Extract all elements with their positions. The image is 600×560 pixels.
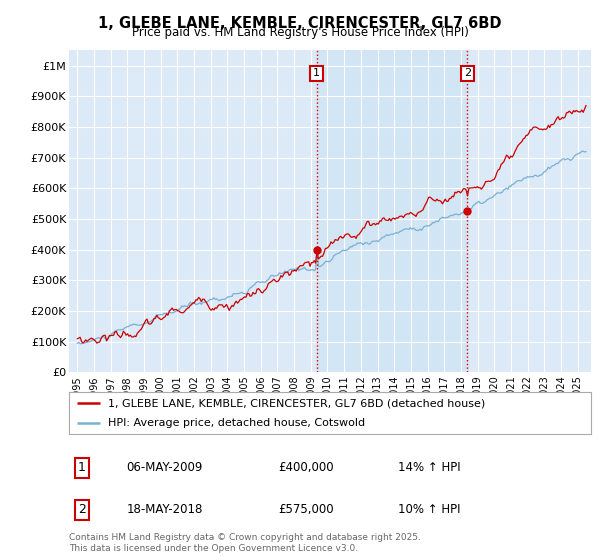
- Text: 10% ↑ HPI: 10% ↑ HPI: [398, 503, 460, 516]
- Text: Contains HM Land Registry data © Crown copyright and database right 2025.
This d: Contains HM Land Registry data © Crown c…: [69, 533, 421, 553]
- Text: 1: 1: [313, 68, 320, 78]
- Text: HPI: Average price, detached house, Cotswold: HPI: Average price, detached house, Cots…: [108, 418, 365, 428]
- Text: 1: 1: [78, 461, 86, 474]
- Text: 06-MAY-2009: 06-MAY-2009: [127, 461, 203, 474]
- Text: £575,000: £575,000: [278, 503, 334, 516]
- Text: 1, GLEBE LANE, KEMBLE, CIRENCESTER, GL7 6BD (detached house): 1, GLEBE LANE, KEMBLE, CIRENCESTER, GL7 …: [108, 398, 485, 408]
- Text: 2: 2: [464, 68, 471, 78]
- Bar: [317, 50, 467, 372]
- Text: 14% ↑ HPI: 14% ↑ HPI: [398, 461, 460, 474]
- Text: £400,000: £400,000: [278, 461, 334, 474]
- Text: 18-MAY-2018: 18-MAY-2018: [127, 503, 203, 516]
- Text: 1, GLEBE LANE, KEMBLE, CIRENCESTER, GL7 6BD: 1, GLEBE LANE, KEMBLE, CIRENCESTER, GL7 …: [98, 16, 502, 31]
- Text: Price paid vs. HM Land Registry's House Price Index (HPI): Price paid vs. HM Land Registry's House …: [131, 26, 469, 39]
- Text: 2: 2: [78, 503, 86, 516]
